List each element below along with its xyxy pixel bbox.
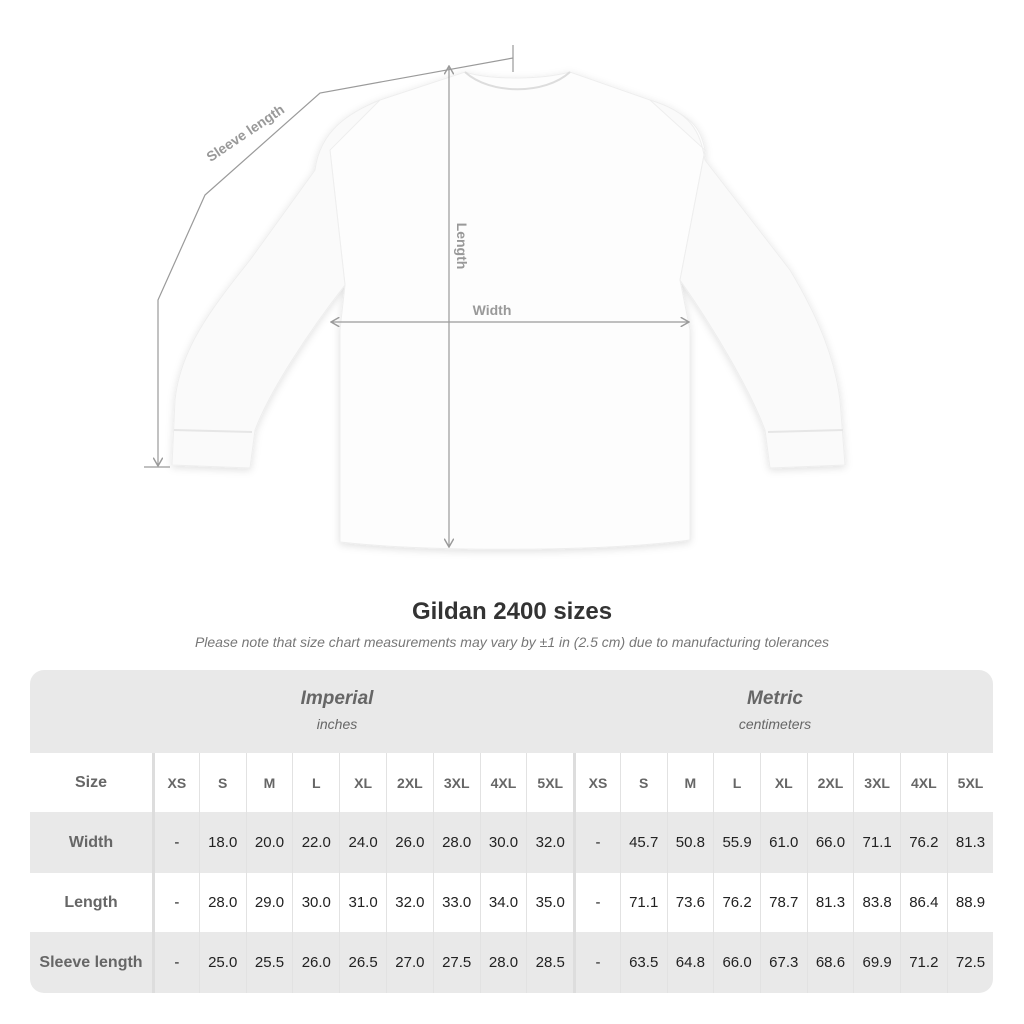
imperial-cell: 28.5	[526, 932, 573, 993]
metric-cell: 67.3	[759, 932, 807, 993]
imperial-cell: 32.0	[385, 873, 433, 932]
row-label: Sleeve length	[39, 953, 143, 971]
imperial-cell: 35.0	[526, 873, 573, 932]
row-label: Size	[74, 773, 107, 791]
imperial-cell: 27.0	[385, 932, 433, 993]
metric-title: Metric	[747, 688, 803, 709]
imperial-cell: -	[152, 932, 199, 993]
imperial-cell: 33.0	[432, 873, 480, 932]
imperial-cell: 18.0	[198, 812, 246, 873]
imperial-cell: 31.0	[339, 873, 386, 932]
metric-cell: -	[573, 873, 620, 932]
table-row: Length -28.0 29.0 30.0 31.0 32.0 33.0 34.0 35.0-…	[30, 873, 993, 932]
metric-cell: 81.3	[946, 812, 993, 873]
table-row: Width -18.0 20.0 22.0 24.0 26.0 28.0 30.0 32.0-4…	[30, 812, 993, 873]
imperial-header: Imperial inches	[127, 688, 547, 732]
metric-cell: 50.8	[666, 812, 714, 873]
metric-cell: 88.9	[946, 873, 993, 932]
size-header-cell: XS	[152, 753, 199, 812]
size-header-cell: 4XL	[899, 753, 947, 812]
size-header-cell: 5XL	[526, 753, 573, 812]
metric-cell: 72.5	[946, 932, 993, 993]
imperial-cell: 28.0	[198, 873, 246, 932]
imperial-cell: 28.0	[479, 932, 527, 993]
metric-cell: 69.9	[853, 932, 900, 993]
size-header-cell: S	[198, 753, 246, 812]
imperial-cell: 34.0	[479, 873, 527, 932]
unit-header: Imperial inches Metric centimeters	[30, 670, 993, 753]
metric-cell: 45.7	[619, 812, 667, 873]
metric-header: Metric centimeters	[565, 688, 985, 732]
imperial-title: Imperial	[300, 688, 374, 709]
size-header-cell: 2XL	[385, 753, 433, 812]
imperial-cell: -	[152, 812, 199, 873]
imperial-cell: -	[152, 873, 199, 932]
size-table: Imperial inches Metric centimeters Size X…	[30, 670, 993, 993]
metric-cell: 68.6	[806, 932, 854, 993]
metric-cell: 66.0	[806, 812, 854, 873]
row-label: Width	[68, 833, 114, 851]
page-title: Gildan 2400 sizes	[411, 598, 613, 625]
size-header-cell: XL	[759, 753, 807, 812]
imperial-cell: 30.0	[292, 873, 339, 932]
size-header-cell: M	[666, 753, 714, 812]
width-label: Width	[473, 302, 512, 318]
imperial-cell: 26.0	[292, 932, 339, 993]
metric-cell: 71.1	[619, 873, 667, 932]
imperial-cell: 20.0	[245, 812, 293, 873]
metric-cell: 76.2	[899, 812, 947, 873]
imperial-cell: 25.5	[245, 932, 293, 993]
tolerance-note: Please note that size chart measurements…	[194, 634, 830, 650]
metric-cell: 81.3	[806, 873, 854, 932]
imperial-cell: 24.0	[339, 812, 386, 873]
metric-cell: 71.2	[899, 932, 947, 993]
imperial-cell: 25.0	[198, 932, 246, 993]
table-row: Sleeve length -25.0 25.5 26.0 26.5 27.0 27.5 28…	[30, 932, 993, 993]
length-label: Length	[454, 223, 470, 270]
metric-cell: 78.7	[759, 873, 807, 932]
size-header-cell: M	[245, 753, 293, 812]
size-header-cell: 2XL	[806, 753, 854, 812]
size-header-cell: 3XL	[853, 753, 900, 812]
shirt-measurement-diagram: Sleeve length Length Width	[144, 45, 846, 550]
metric-cell: 76.2	[713, 873, 760, 932]
metric-cell: 64.8	[666, 932, 714, 993]
metric-cell: 61.0	[759, 812, 807, 873]
imperial-cell: 27.5	[432, 932, 480, 993]
metric-cell: 66.0	[713, 932, 760, 993]
metric-cell: -	[573, 932, 620, 993]
imperial-cell: 26.5	[339, 932, 386, 993]
metric-cell: 73.6	[666, 873, 714, 932]
metric-cell: 55.9	[713, 812, 760, 873]
size-header-cell: L	[292, 753, 339, 812]
size-header-cell: 5XL	[946, 753, 993, 812]
imperial-cell: 26.0	[385, 812, 433, 873]
row-label: Length	[64, 893, 118, 911]
metric-cell: -	[573, 812, 620, 873]
metric-cell: 83.8	[853, 873, 900, 932]
metric-cell: 86.4	[899, 873, 947, 932]
imperial-cell: 32.0	[526, 812, 573, 873]
metric-unit: centimeters	[738, 716, 812, 732]
imperial-cell: 30.0	[479, 812, 527, 873]
size-header-cell: 4XL	[479, 753, 527, 812]
size-header-cell: XL	[339, 753, 386, 812]
size-header-cell: S	[619, 753, 667, 812]
imperial-cell: 22.0	[292, 812, 339, 873]
metric-cell: 63.5	[619, 932, 667, 993]
sleeve-length-measure-line	[144, 45, 514, 468]
size-header-cell: XS	[573, 753, 620, 812]
size-header-cell: L	[713, 753, 760, 812]
size-header-row: Size XS S M L XL 2XL 3XL 4XL 5XL XS S M L XL 2XL 3XL 4XL 5…	[30, 753, 993, 812]
size-header-cell: 3XL	[432, 753, 480, 812]
long-sleeve-shirt-image	[171, 71, 846, 550]
imperial-cell: 28.0	[432, 812, 480, 873]
imperial-unit: inches	[316, 716, 358, 732]
imperial-cell: 29.0	[245, 873, 293, 932]
metric-cell: 71.1	[853, 812, 900, 873]
